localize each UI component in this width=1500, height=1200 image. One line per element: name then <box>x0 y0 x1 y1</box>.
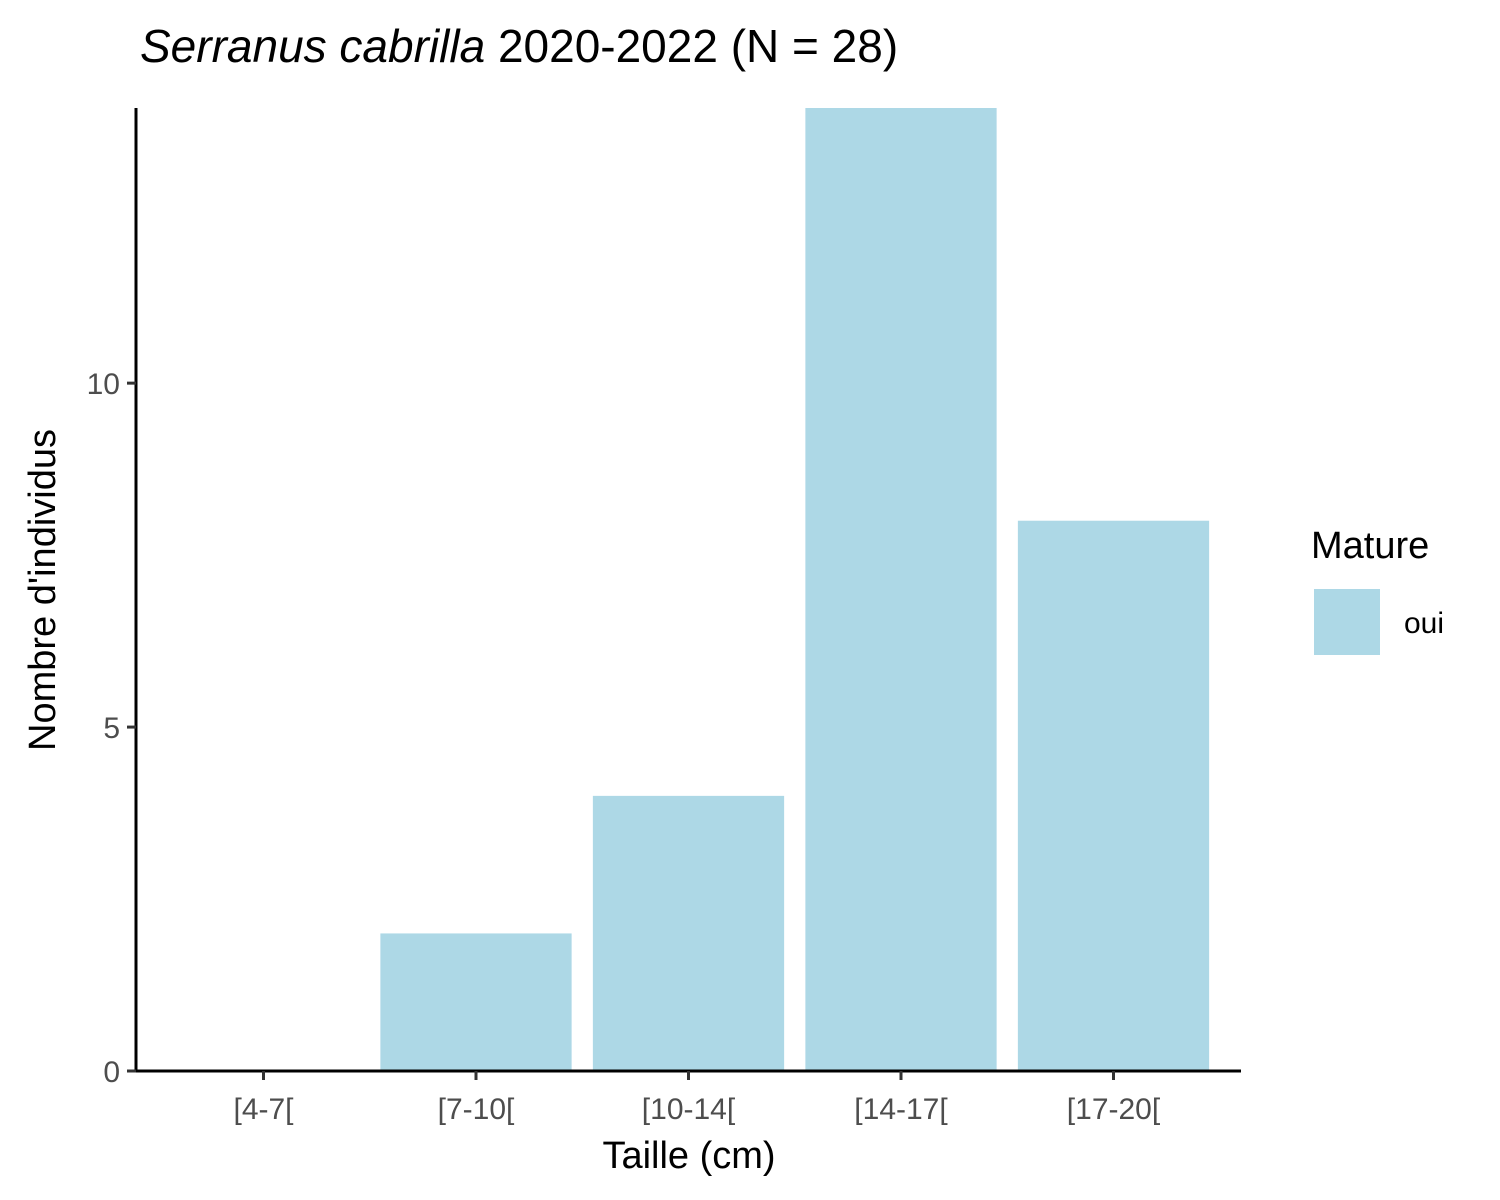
y-tick-label: 10 <box>87 368 120 401</box>
x-tick-label: [14-17[ <box>854 1093 948 1126</box>
chart-title-species: Serranus cabrilla <box>140 20 485 72</box>
x-tick-label: [7-10[ <box>438 1093 515 1126</box>
legend-swatch-oui <box>1314 589 1380 655</box>
bars-group <box>380 108 1210 1071</box>
y-tick-label: 0 <box>103 1056 120 1089</box>
bar-4 <box>805 108 997 1071</box>
y-axis-title: Nombre d'individus <box>22 429 64 751</box>
chart-title: Serranus cabrilla 2020-2022 (N = 28) <box>140 20 898 72</box>
chart-title-rest: 2020-2022 (N = 28) <box>485 20 898 72</box>
x-tick-label: [4-7[ <box>233 1093 294 1126</box>
x-tick-label: [10-14[ <box>642 1093 736 1126</box>
x-axis-title: Taille (cm) <box>602 1135 775 1177</box>
legend: Mature oui <box>1311 525 1444 655</box>
legend-title: Mature <box>1311 525 1429 567</box>
y-tick-label: 5 <box>103 712 120 745</box>
x-ticks-group: [4-7[ [7-10[ [10-14[ [14-17[ [17-20[ <box>233 1071 1161 1126</box>
y-ticks-group: 0 5 10 <box>87 368 136 1089</box>
legend-label-oui: oui <box>1404 607 1444 640</box>
x-tick-label: [17-20[ <box>1067 1093 1161 1126</box>
bar-5 <box>1017 520 1210 1071</box>
bar-3 <box>592 795 785 1071</box>
bar-2 <box>380 933 572 1071</box>
